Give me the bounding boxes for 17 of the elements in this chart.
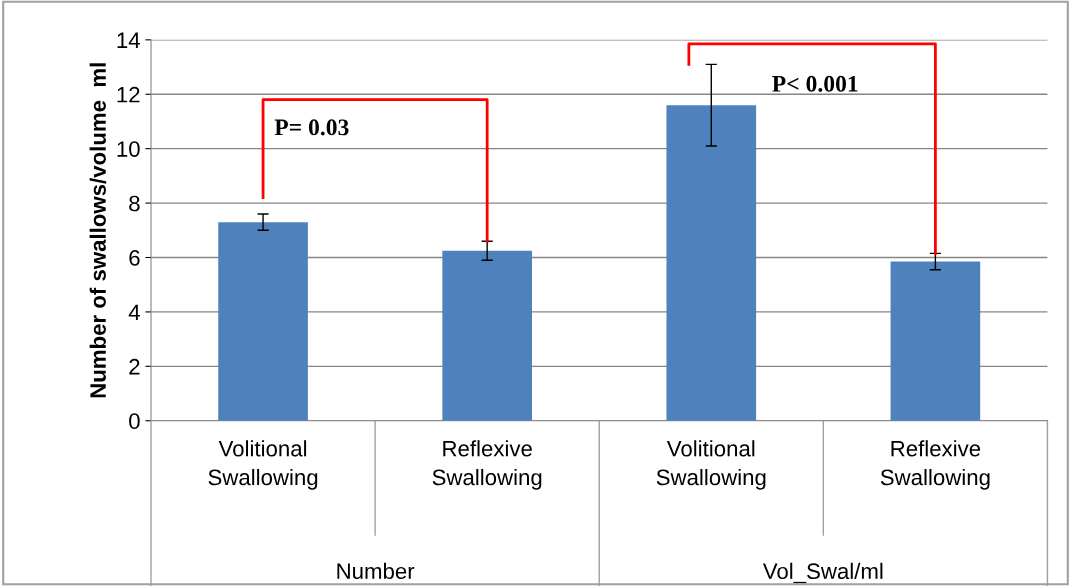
y-tick-label: 4 <box>128 304 140 320</box>
annotation: P< 0.001 <box>772 75 858 92</box>
y-tick-label: 2 <box>129 358 140 375</box>
x-tick-label: Volitional Swallowing <box>208 440 318 490</box>
x-tick-label: Volitional Swallowing <box>656 440 766 490</box>
annotation: P= 0.03 <box>274 119 349 136</box>
y-tick-label: 0 <box>129 413 140 430</box>
y-tick-label: 14 <box>117 32 140 48</box>
y-axis-title: Number of swallows/volume ml <box>89 63 107 398</box>
y-tick-label: 12 <box>117 86 140 103</box>
text: Number <box>337 562 415 580</box>
x-tick-label: Reflexive Swallowing <box>880 440 990 490</box>
y-tick-label: 10 <box>117 141 140 157</box>
y-tick-label: 8 <box>129 195 140 212</box>
text: Vol_Swal/ml <box>762 562 883 584</box>
y-tick-label: 6 <box>129 250 140 266</box>
x-tick-label: Reflexive Swallowing <box>432 440 542 490</box>
